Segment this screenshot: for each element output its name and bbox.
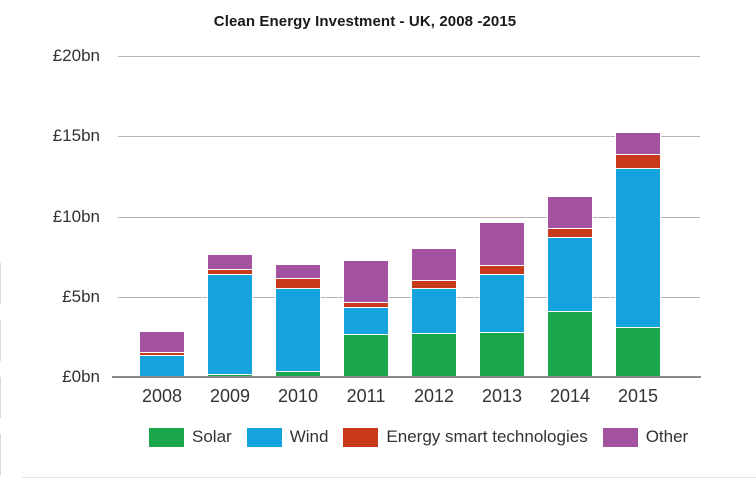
bar-segment-energy-smart-technologies-2015	[616, 153, 660, 169]
bar-segment-energy-smart-technologies-2008	[140, 352, 184, 355]
bar-segment-energy-smart-technologies-2009	[208, 269, 252, 275]
bar-segment-wind-2009	[208, 274, 252, 374]
x-axis-tick-label: 2013	[481, 386, 523, 406]
bar-segment-other-2012	[412, 248, 456, 280]
gridline-10bn	[118, 216, 700, 218]
legend-label: Other	[645, 427, 689, 446]
bar-segment-wind-2015	[616, 168, 660, 328]
bar-segment-energy-smart-technologies-2010	[276, 278, 320, 288]
page-edge-artifact	[0, 377, 1, 418]
bar-segment-wind-2012	[412, 287, 456, 333]
page-edge-artifact	[0, 434, 1, 475]
chart-title: Clean Energy Investment - UK, 2008 -2015	[213, 13, 517, 30]
bar-segment-energy-smart-technologies-2013	[480, 264, 524, 275]
bar-segment-solar-2015	[616, 327, 660, 377]
x-axis-tick-label: 2009	[209, 386, 251, 406]
x-axis-tick-label: 2012	[413, 386, 455, 406]
x-axis-tick-label: 2010	[277, 386, 319, 406]
legend-item-other: Other	[602, 427, 689, 447]
y-axis-tick-label: £15bn	[52, 126, 100, 146]
bar-segment-solar-2010	[276, 371, 320, 377]
y-axis-tick-label: £5bn	[62, 286, 100, 306]
legend-item-wind: Wind	[246, 427, 329, 447]
bar-segment-other-2011	[344, 261, 388, 302]
chart-legend: Solar Wind Energy smart technologies Other	[149, 427, 688, 447]
x-axis-line	[112, 376, 701, 378]
gridline-20bn	[118, 56, 700, 57]
bar-segment-other-2010	[276, 264, 320, 279]
legend-swatch-other	[602, 427, 638, 447]
legend-swatch-wind	[246, 427, 282, 447]
bar-segment-wind-2013	[480, 274, 524, 333]
legend-label: Energy smart technologies	[386, 427, 588, 446]
y-axis-tick-label: £20bn	[52, 46, 100, 65]
x-axis-tick-label: 2008	[141, 386, 183, 406]
bar-segment-wind-2008	[140, 354, 184, 377]
legend-label: Wind	[289, 427, 329, 446]
bar-segment-energy-smart-technologies-2012	[412, 279, 456, 288]
page-bottom-rule	[22, 477, 756, 478]
bar-segment-wind-2010	[276, 287, 320, 372]
bar-segment-solar-2013	[480, 332, 524, 377]
legend-swatch-est	[343, 427, 379, 447]
legend-item-energy-smart-technologies: Energy smart technologies	[343, 427, 588, 447]
x-axis-tick-label: 2014	[549, 386, 591, 406]
legend-swatch-solar	[149, 427, 184, 447]
y-axis-tick-label: £10bn	[52, 206, 100, 226]
bar-segment-solar-2012	[412, 332, 456, 377]
gridline-5bn	[118, 296, 700, 298]
bar-segment-other-2009	[208, 255, 252, 270]
y-axis-tick-label: £0bn	[62, 367, 100, 386]
gridline-15bn	[118, 136, 700, 138]
legend-item-solar: Solar	[149, 427, 232, 447]
bar-segment-wind-2014	[548, 237, 592, 312]
bar-segment-energy-smart-technologies-2011	[344, 301, 388, 308]
bar-segment-energy-smart-technologies-2014	[548, 227, 592, 238]
page-edge-artifact	[0, 263, 1, 304]
page-edge-artifact	[0, 320, 1, 361]
bar-segment-solar-2011	[344, 333, 388, 377]
x-axis-tick-label: 2011	[346, 386, 386, 406]
bar-segment-solar-2014	[548, 311, 592, 377]
bar-segment-wind-2011	[344, 307, 388, 334]
x-axis-tick-label: 2015	[617, 386, 659, 406]
bar-segment-solar-2009	[208, 373, 252, 377]
bar-segment-other-2013	[480, 222, 524, 265]
bar-segment-other-2015	[616, 133, 660, 154]
legend-label: Solar	[192, 427, 232, 446]
bar-segment-other-2008	[140, 332, 184, 353]
bar-segment-other-2014	[548, 197, 592, 228]
